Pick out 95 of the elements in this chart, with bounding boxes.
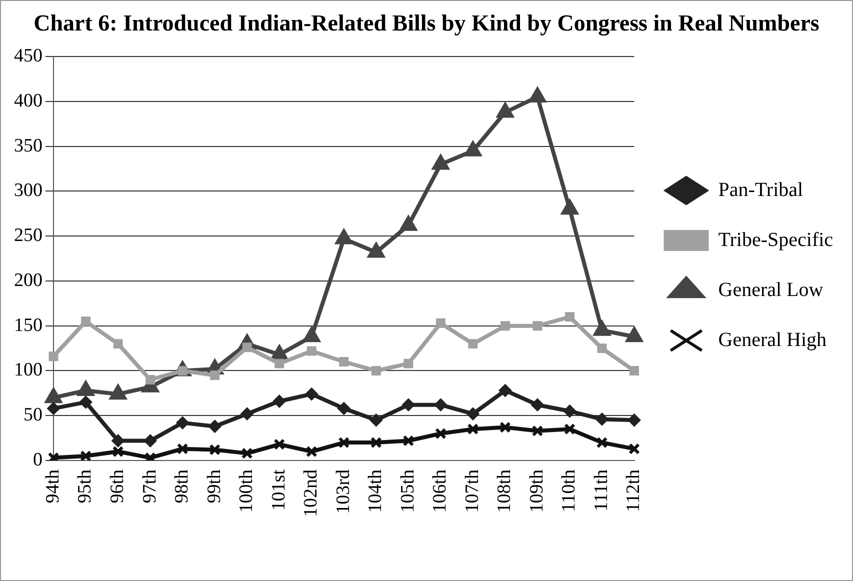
point	[176, 443, 188, 455]
point	[81, 316, 91, 326]
point	[209, 444, 221, 456]
legend-label: Pan-Tribal	[718, 178, 804, 201]
y-tick-label: 150	[14, 314, 42, 336]
point	[500, 321, 510, 331]
y-tick-label: 200	[14, 270, 42, 291]
point	[112, 434, 125, 448]
chart-title: Chart 6: Introduced Indian-Related Bills by Kind by Congress in Real Numbers	[34, 10, 820, 37]
point	[79, 396, 92, 409]
point	[564, 423, 576, 435]
point	[564, 312, 574, 322]
y-tick-label: 400	[14, 90, 42, 112]
point	[370, 436, 382, 448]
point	[434, 428, 446, 440]
point	[334, 228, 354, 244]
point	[498, 384, 512, 397]
x-tick-label: 110th	[558, 469, 580, 512]
point	[402, 398, 415, 412]
point	[560, 198, 579, 215]
point	[80, 450, 92, 460]
point	[339, 357, 349, 367]
point	[370, 414, 383, 427]
point	[144, 434, 157, 448]
point	[628, 414, 641, 427]
point	[466, 407, 480, 420]
x-tick-label: 111th	[590, 469, 612, 512]
point	[528, 86, 547, 102]
x-tick-label: 112th	[623, 469, 644, 512]
point	[371, 366, 381, 376]
legend-label: Tribe-Specific	[718, 228, 834, 251]
x-tick-label: 101st	[268, 468, 290, 511]
point	[274, 438, 286, 450]
y-tick-label: 300	[14, 180, 42, 202]
point	[306, 346, 316, 356]
y-tick-label: 100	[14, 360, 42, 381]
point	[596, 436, 608, 448]
x-tick-label: 109th	[526, 469, 548, 513]
point	[146, 374, 156, 384]
point	[112, 446, 124, 458]
point	[630, 366, 639, 376]
point	[337, 402, 350, 415]
point	[434, 398, 448, 412]
x-tick-label: 106th	[430, 469, 451, 513]
legend-label: General High	[718, 328, 827, 351]
x-tick-label: 94th	[42, 469, 64, 504]
x-tick-label: 108th	[494, 469, 516, 513]
point	[595, 412, 608, 426]
y-tick-label: 350	[14, 135, 42, 156]
point	[366, 242, 386, 258]
x-tick-label: 98th	[172, 469, 193, 504]
x-tick-label: 102nd	[300, 469, 322, 517]
point	[404, 358, 414, 368]
y-tick-label: 0	[33, 449, 42, 470]
point	[274, 358, 284, 368]
x-tick-label: 97th	[139, 469, 160, 504]
point	[240, 407, 254, 420]
point	[467, 423, 479, 435]
point	[532, 321, 542, 331]
point	[48, 352, 58, 362]
point	[176, 416, 190, 430]
x-tick-label: 99th	[204, 469, 225, 504]
point	[597, 344, 607, 354]
x-tick-label: 100th	[236, 469, 258, 513]
point	[563, 404, 576, 418]
point	[305, 388, 318, 401]
x-tick-label: 104th	[365, 469, 386, 513]
point	[306, 446, 318, 458]
x-tick-label: 96th	[107, 469, 128, 504]
point	[208, 420, 222, 433]
point	[499, 422, 511, 434]
x-tick-label: 107th	[462, 469, 483, 513]
point	[628, 443, 640, 455]
point	[436, 318, 446, 328]
y-tick-label: 450	[14, 46, 42, 67]
point	[530, 398, 544, 412]
point	[113, 339, 123, 349]
point	[242, 342, 252, 352]
point	[210, 370, 220, 380]
point	[399, 214, 418, 231]
y-tick-label: 50	[24, 404, 42, 426]
x-tick-label: 105th	[397, 469, 418, 513]
legend-label: General Low	[718, 278, 824, 301]
y-tick-label: 250	[14, 225, 42, 246]
point	[402, 435, 414, 446]
x-tick-label: 95th	[74, 469, 96, 504]
point	[496, 102, 514, 118]
point	[272, 394, 286, 408]
point	[468, 339, 478, 349]
point	[464, 140, 482, 156]
point	[241, 448, 253, 460]
point	[432, 154, 450, 170]
point	[532, 425, 544, 437]
point	[338, 436, 350, 448]
x-tick-label: 103rd	[332, 469, 354, 514]
